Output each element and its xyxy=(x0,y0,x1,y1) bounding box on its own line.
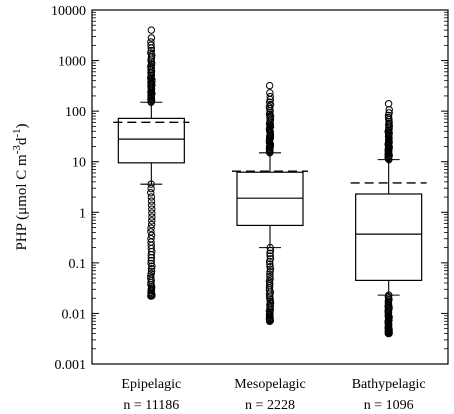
outlier-point xyxy=(266,252,274,260)
iqr-box xyxy=(236,171,304,227)
iqr-box xyxy=(117,117,185,164)
outlier-point xyxy=(265,81,274,90)
y-tick-label: 10000 xyxy=(51,4,86,19)
plot-frame xyxy=(91,9,449,365)
outlier-point xyxy=(147,270,155,278)
outlier-point xyxy=(148,213,156,221)
y-tick-label: 0.1 xyxy=(69,257,87,272)
outlier-point xyxy=(266,265,275,273)
x-category-label: Mesopelagic xyxy=(234,377,306,392)
outlier-point xyxy=(147,41,155,49)
y-tick-label: 0.01 xyxy=(62,307,87,322)
outlier-point xyxy=(147,231,156,239)
outlier-point xyxy=(266,262,274,271)
outlier-point xyxy=(147,44,155,52)
outlier-point xyxy=(147,259,155,268)
outlier-point xyxy=(147,224,155,232)
outlier-point xyxy=(147,220,156,229)
y-tick-label: 100 xyxy=(65,105,86,120)
outlier-point xyxy=(266,275,274,283)
outlier-point xyxy=(148,205,156,213)
box-group-epipelagic xyxy=(113,26,190,300)
outlier-point xyxy=(266,95,274,104)
x-category-label: Epipelagic xyxy=(121,377,181,392)
outlier-point xyxy=(266,268,274,276)
y-tick-label: 10 xyxy=(72,156,86,171)
outlier-point xyxy=(147,184,155,193)
outlier-point xyxy=(266,92,274,101)
box-group-bathypelagic xyxy=(350,100,427,338)
outlier-point xyxy=(147,235,155,243)
x-sample-size-label: n = 11186 xyxy=(123,398,179,413)
outlier-point xyxy=(147,265,156,273)
axes-layer xyxy=(91,9,449,365)
x-sample-size-label: n = 2228 xyxy=(245,398,295,413)
outlier-point xyxy=(147,274,155,282)
outlier-point xyxy=(147,256,155,265)
box-group-mesopelagic xyxy=(232,81,308,325)
outlier-point xyxy=(147,267,156,275)
outlier-point xyxy=(266,255,275,263)
outlier-point xyxy=(148,217,156,225)
y-tick-label: 1000 xyxy=(58,55,86,70)
outlier-point xyxy=(266,270,274,278)
outlier-point xyxy=(266,260,274,268)
outlier-point xyxy=(147,201,156,209)
data-layer xyxy=(113,26,427,338)
outlier-point xyxy=(266,131,275,140)
outlier-point xyxy=(147,26,156,34)
outlier-point xyxy=(266,249,274,257)
outlier-point xyxy=(148,209,156,217)
x-category-label: Bathypelagic xyxy=(352,377,426,392)
x-sample-size-label: n = 1096 xyxy=(364,398,414,413)
outlier-point xyxy=(147,228,155,236)
outlier-point xyxy=(147,34,156,42)
text-layer: 0.001 0.01 0.1 1 10 100 1000 10000 PHP (μmol C m… xyxy=(11,4,426,413)
y-axis-label: PHP (μmol C m-3d-1) xyxy=(11,123,30,250)
iqr-box xyxy=(355,193,423,281)
outlier-point xyxy=(147,193,156,201)
y-tick-label: 1 xyxy=(79,206,86,221)
outlier-point xyxy=(147,197,156,205)
y-tick-label: 0.001 xyxy=(55,358,87,373)
outlier-point xyxy=(384,100,393,108)
outlier-point xyxy=(385,106,393,114)
outlier-point xyxy=(147,189,155,197)
outlier-point xyxy=(266,272,274,281)
